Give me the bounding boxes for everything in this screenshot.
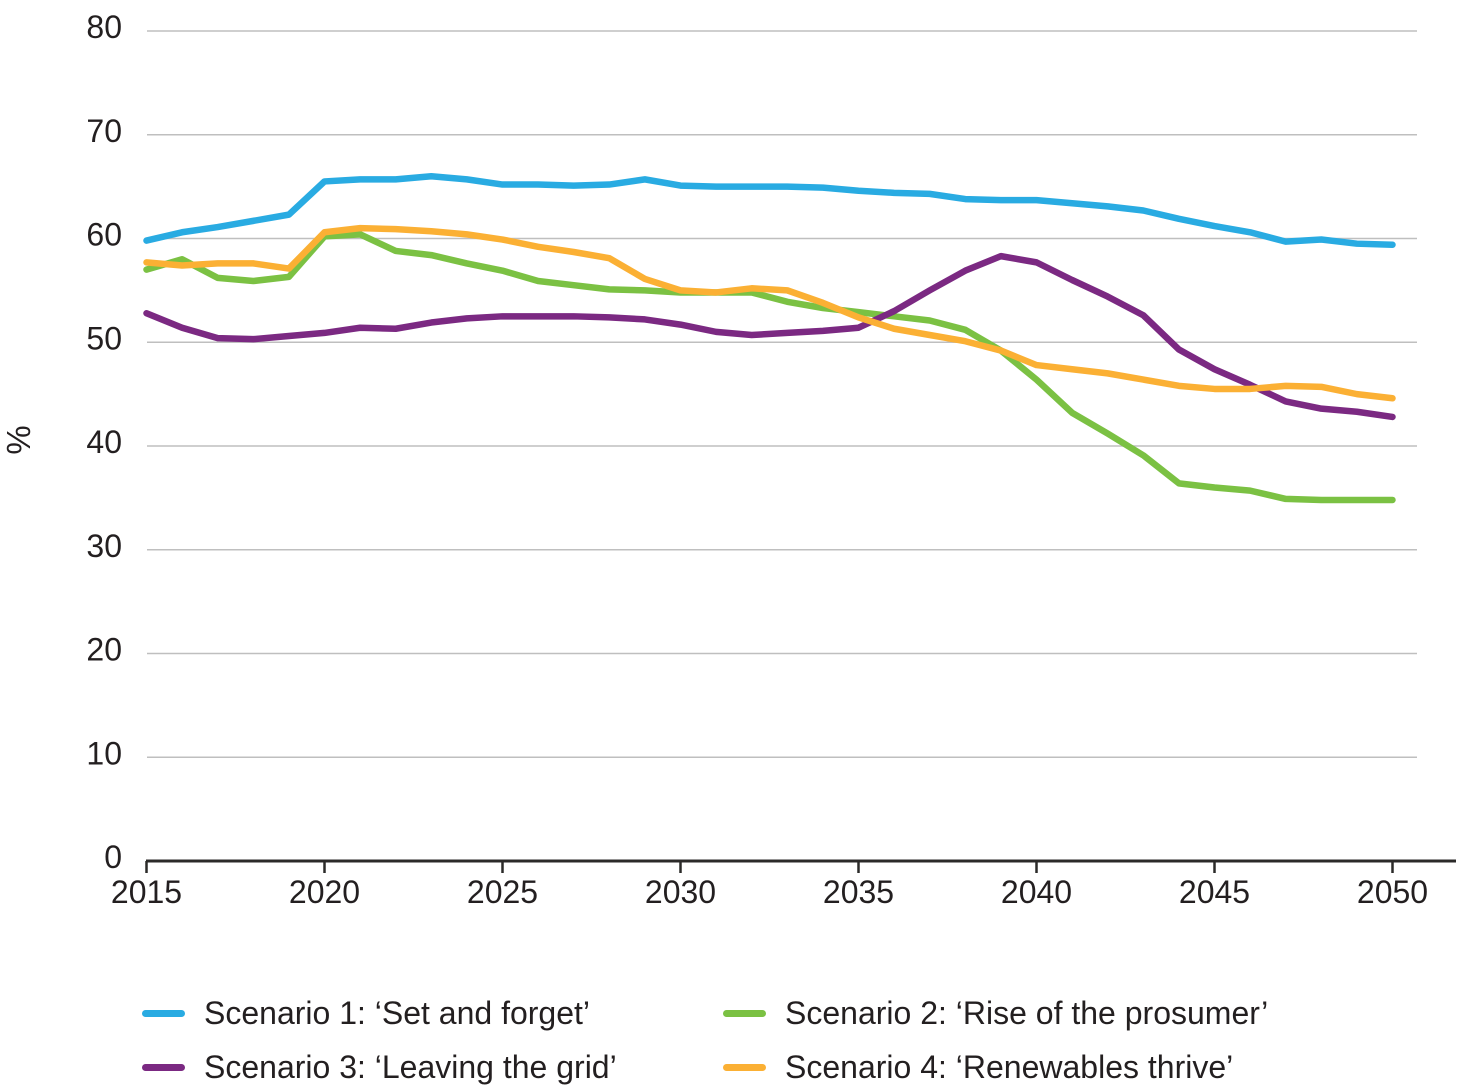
y-axis-title: % xyxy=(0,425,37,454)
legend-label-scenario-2: Scenario 2: ‘Rise of the prosumer’ xyxy=(785,995,1269,1031)
x-tick-label-2015: 2015 xyxy=(111,874,182,910)
legend-swatch-scenario-4 xyxy=(723,1063,766,1071)
y-tick-label-0: 0 xyxy=(104,839,122,875)
series-line-scenario-4 xyxy=(143,224,1396,402)
series-line-scenario-3 xyxy=(143,252,1396,421)
legend-swatch-scenario-3 xyxy=(142,1063,185,1071)
legend-item-scenario-4: Scenario 4: ‘Renewables thrive’ xyxy=(723,1048,1268,1086)
legend-swatch-scenario-2 xyxy=(723,1009,766,1017)
legend-label-scenario-3: Scenario 3: ‘Leaving the grid’ xyxy=(204,1049,617,1085)
x-tick-label-2045: 2045 xyxy=(1179,874,1250,910)
y-tick-label-80: 80 xyxy=(86,9,122,45)
x-tick-label-2020: 2020 xyxy=(289,874,360,910)
legend-label-scenario-4: Scenario 4: ‘Renewables thrive’ xyxy=(785,1049,1234,1085)
y-tick-label-40: 40 xyxy=(86,424,122,460)
y-tick-label-70: 70 xyxy=(86,113,122,149)
series-line-scenario-1 xyxy=(143,173,1396,248)
legend-swatch-scenario-1 xyxy=(142,1009,185,1017)
y-tick-label-50: 50 xyxy=(86,320,122,356)
x-tick-label-2040: 2040 xyxy=(1001,874,1072,910)
legend-item-scenario-1: Scenario 1: ‘Set and forget’ xyxy=(142,994,723,1032)
x-tick-label-2035: 2035 xyxy=(823,874,894,910)
x-tick-label-2030: 2030 xyxy=(645,874,716,910)
y-tick-label-30: 30 xyxy=(86,528,122,564)
legend-label-scenario-1: Scenario 1: ‘Set and forget’ xyxy=(204,995,591,1031)
legend-item-scenario-3: Scenario 3: ‘Leaving the grid’ xyxy=(142,1048,723,1086)
y-tick-label-20: 20 xyxy=(86,632,122,668)
y-tick-label-60: 60 xyxy=(86,217,122,253)
x-tick-label-2025: 2025 xyxy=(467,874,538,910)
legend-item-scenario-2: Scenario 2: ‘Rise of the prosumer’ xyxy=(723,994,1268,1032)
y-tick-label-10: 10 xyxy=(86,735,122,771)
series-line-scenario-2 xyxy=(143,231,1396,504)
chart-legend: Scenario 1: ‘Set and forget’ Scenario 2:… xyxy=(142,994,1268,1086)
x-tick-label-2050: 2050 xyxy=(1357,874,1428,910)
